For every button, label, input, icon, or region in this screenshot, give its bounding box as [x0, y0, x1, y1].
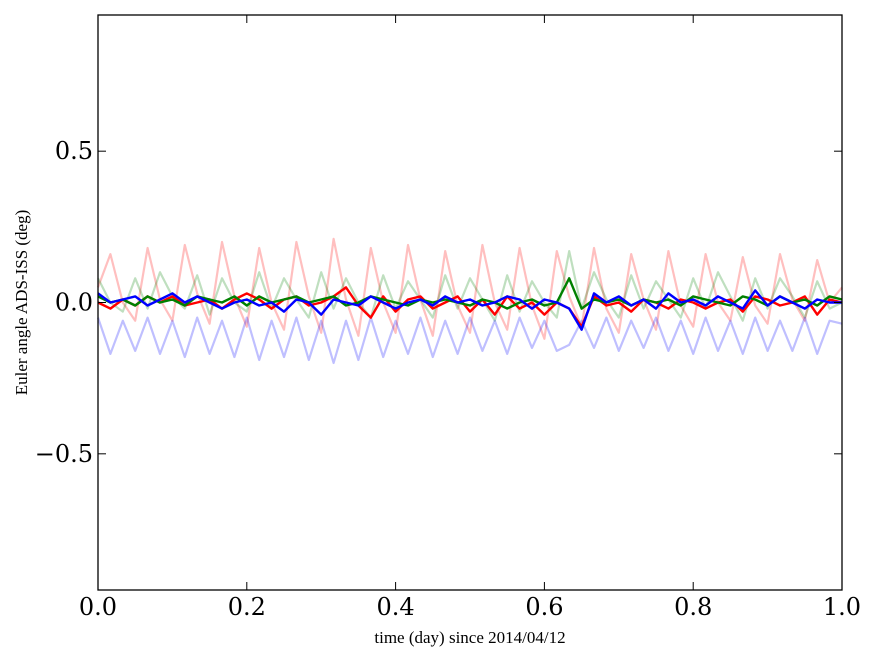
x-tick-label: 0.8 [674, 593, 712, 621]
x-tick-label: 0.0 [79, 593, 117, 621]
series-line-3 [96, 316, 843, 365]
x-tick-label: 0.4 [377, 593, 415, 621]
series-line-6 [97, 289, 842, 331]
tick-layer: 0.0 0.2 0.4 0.6 0.8 1.0 −0.5 0.0 0.5 [35, 15, 861, 621]
x-axis-label: time (day) since 2014/04/12 [374, 628, 565, 647]
series-layer [96, 237, 843, 365]
y-tick-label: −0.5 [35, 440, 93, 468]
x-tick-label: 0.6 [525, 593, 563, 621]
x-tick-label: 0.2 [228, 593, 266, 621]
y-axis-label: Euler angle ADS-ISS (deg) [12, 210, 31, 396]
y-tick-label: 0.0 [55, 289, 93, 317]
series-line-5 [97, 277, 843, 310]
y-tick-label: 0.5 [55, 137, 93, 165]
x-tick-label: 1.0 [823, 593, 861, 621]
series-line-2 [97, 250, 843, 322]
